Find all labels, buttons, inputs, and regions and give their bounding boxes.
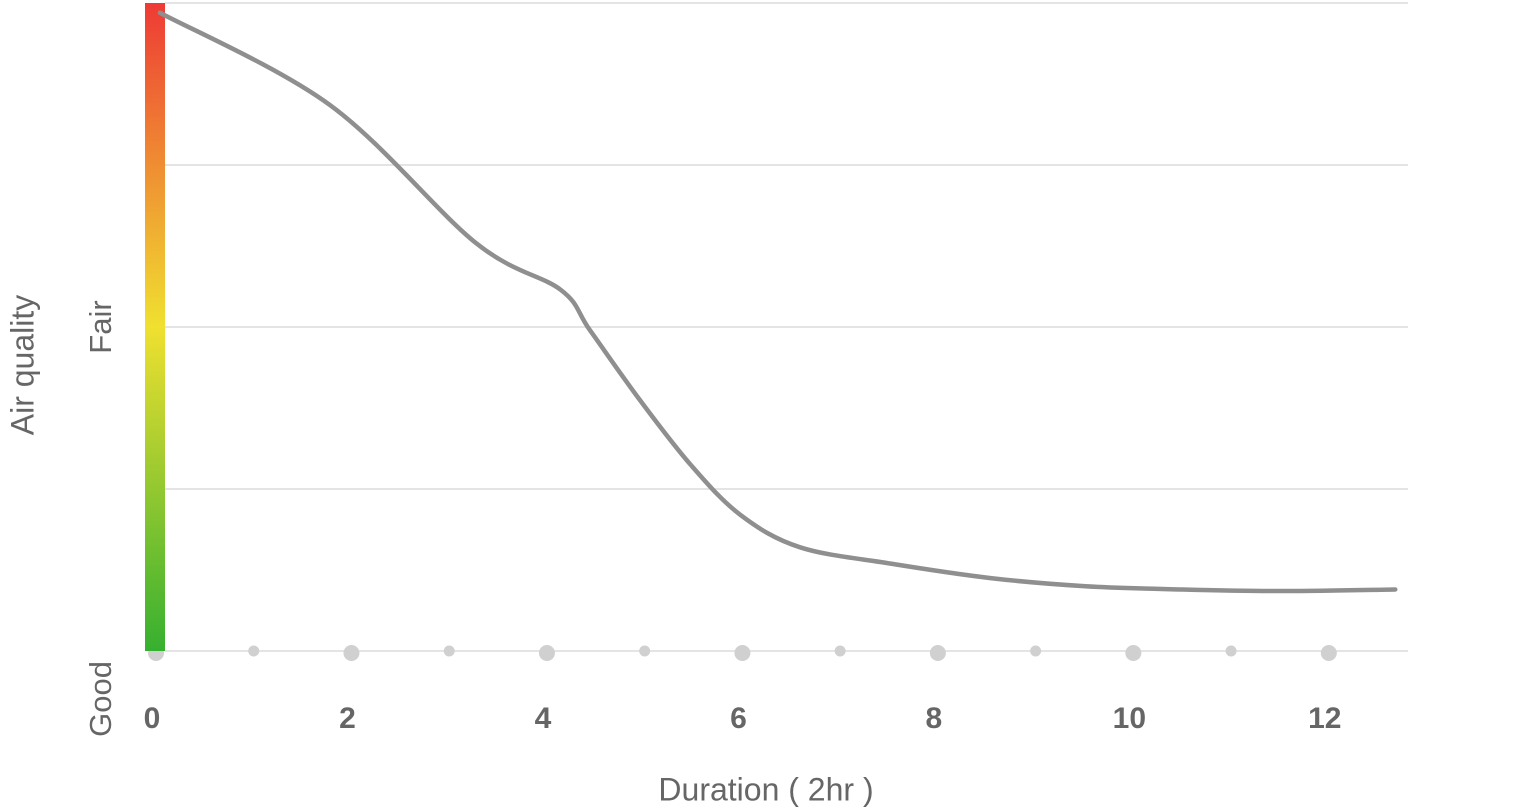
x-tick-dot	[538, 645, 555, 661]
x-tick-dot	[1125, 645, 1142, 661]
color-bar	[145, 3, 165, 651]
x-tick-label: 6	[730, 702, 747, 735]
x-axis-label: Duration ( 2hr )	[658, 771, 873, 807]
x-tick-label: 10	[1113, 702, 1146, 735]
x-tick-dot	[834, 645, 846, 657]
x-tick-label: 4	[535, 702, 552, 735]
x-tick-dot	[734, 645, 751, 661]
y-tick-label: Fair	[83, 300, 118, 353]
x-tick-label: 12	[1308, 702, 1341, 735]
x-tick-dot	[343, 645, 360, 661]
x-tick-dot	[1320, 645, 1337, 661]
y-tick-label: Good	[83, 661, 118, 737]
x-tick-dot	[929, 645, 946, 661]
line	[157, 10, 1398, 594]
y-axis-label: Air quality	[4, 295, 40, 436]
x-tick-label: 0	[144, 702, 161, 735]
x-tick-dot	[1030, 645, 1042, 657]
x-tick-label: 8	[926, 702, 943, 735]
x-tick-dot	[639, 645, 651, 657]
x-tick-dot	[1225, 645, 1237, 657]
x-tick-dot	[248, 645, 260, 657]
x-tick-label: 2	[339, 702, 356, 735]
x-tick-dot	[443, 645, 455, 657]
